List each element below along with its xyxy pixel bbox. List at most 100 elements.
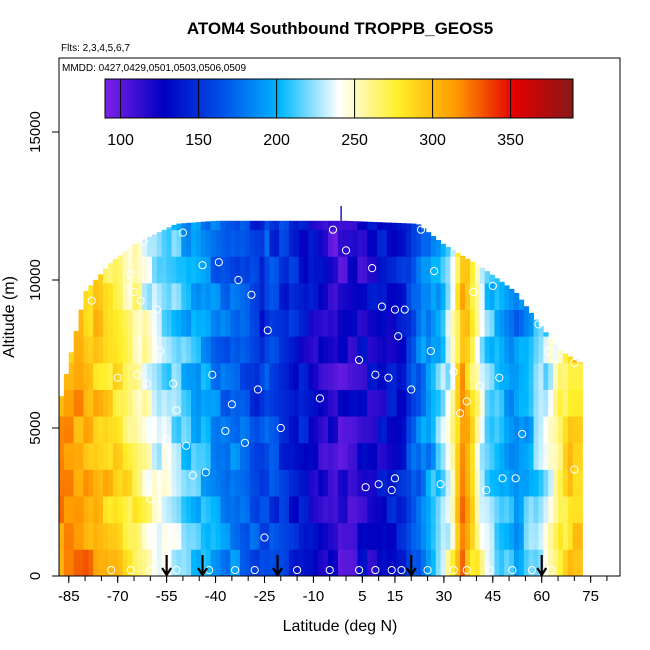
curtain-cell [440,478,446,488]
curtain-cell [445,478,451,488]
curtain-cell [176,274,182,284]
curtain-cell [181,407,187,417]
curtain-cell [328,478,334,488]
curtain-cell [474,336,481,346]
curtain-cell [347,398,353,408]
curtain-cell [337,522,344,532]
curtain-cell [205,567,212,576]
curtain-cell [479,451,486,461]
curtain-cell [210,398,216,408]
curtain-cell [367,256,373,266]
curtain-cell [244,274,251,284]
curtain-cell [220,433,226,444]
curtain-cell [474,549,481,559]
curtain-cell [509,345,515,355]
curtain-cell [195,282,202,293]
curtain-cell [377,362,383,373]
curtain-cell [362,345,368,355]
curtain-cell [142,247,148,257]
curtain-cell [205,504,212,515]
curtain-cell [381,513,388,524]
curtain-cell [469,433,476,444]
curtain-cell [161,336,168,346]
curtain-cell [303,567,309,576]
curtain-cell [504,285,510,293]
curtain-cell [156,371,163,382]
curtain-cell [489,336,495,346]
curtain-cell [176,223,182,231]
curtain-cell [396,442,402,453]
curtain-cell [377,451,383,461]
curtain-cell [499,336,505,346]
curtain-cell [293,442,300,453]
curtain-cell [68,531,75,541]
curtain-cell [406,309,412,319]
curtain-cell [308,558,314,568]
curtain-cell [117,274,123,284]
curtain-cell [127,274,133,284]
curtain-cell [132,354,138,364]
curtain-cell [357,247,363,257]
curtain-cell [254,336,260,346]
curtain-cell [362,469,368,479]
curtain-cell [117,469,123,479]
curtain-cell [367,496,373,506]
curtain-cell [445,460,451,470]
curtain-cell [122,513,128,524]
curtain-cell [455,300,461,310]
curtain-cell [288,496,295,506]
curtain-cell [440,496,446,506]
curtain-cell [191,291,197,302]
curtain-cell [63,389,70,399]
curtain-cell [509,354,515,364]
curtain-cell [244,282,251,293]
curtain-cell [205,309,212,319]
curtain-cell [288,478,295,488]
curtain-cell [298,380,305,390]
curtain-cell [249,460,256,470]
curtain-cell [567,356,574,364]
curtain-cell [421,504,427,515]
curtain-cell [264,567,270,576]
curtain-cell [59,396,65,399]
curtain-cell [274,318,280,328]
curtain-cell [318,274,324,284]
curtain-cell [200,451,207,461]
curtain-cell [577,425,583,435]
curtain-cell [386,274,393,284]
curtain-cell [230,425,236,435]
curtain-cell [308,336,314,346]
curtain-cell [518,531,525,541]
curtain-cell [406,460,412,470]
curtain-cell [205,558,212,568]
curtain-cell [200,318,207,328]
curtain-cell [210,380,216,390]
curtain-cell [186,336,192,346]
curtain-cell [548,380,554,390]
curtain-cell [313,247,319,257]
curtain-cell [200,531,207,541]
curtain-cell [122,522,128,532]
curtain-cell [235,407,241,417]
curtain-cell [73,330,79,337]
curtain-cell [132,433,138,444]
curtain-cell [377,549,383,559]
curtain-cell [528,567,534,576]
curtain-cell [514,292,520,302]
curtain-cell [347,460,353,470]
curtain-cell [298,531,305,541]
curtain-cell [391,549,397,559]
curtain-cell [127,354,133,364]
curtain-cell [499,504,505,515]
curtain-cell [132,371,138,382]
curtain-cell [381,229,388,239]
curtain-cell [225,362,231,373]
curtain-cell [303,247,309,257]
curtain-cell [450,265,456,275]
curtain-cell [205,291,212,302]
curtain-cell [318,398,324,408]
curtain-cell [303,229,309,239]
curtain-cell [430,309,437,319]
curtain-cell [230,229,236,239]
curtain-cell [215,265,221,275]
